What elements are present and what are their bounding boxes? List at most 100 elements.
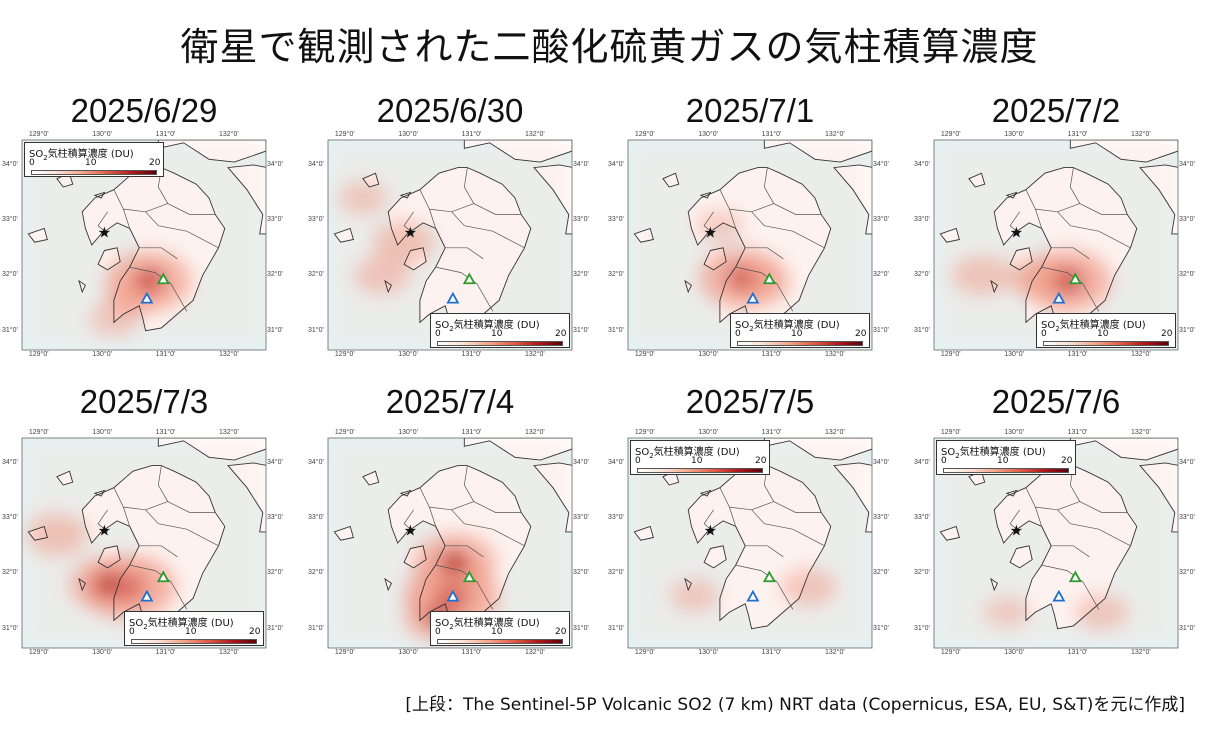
plume-blob: [372, 220, 436, 265]
green-triangle-marker: [762, 570, 776, 583]
legend-color-bar: [437, 639, 563, 644]
lon-tick-label: 130°0': [1004, 351, 1024, 358]
lon-tick-label: 129°0': [634, 429, 655, 436]
lat-tick-label: 32°0': [573, 271, 589, 279]
lat-tick-label: 32°0': [2, 569, 18, 577]
star-marker: ★: [404, 521, 417, 539]
coastline: [990, 279, 998, 294]
prefecture-border: [1035, 203, 1080, 213]
legend-tick: 20: [755, 456, 767, 466]
coastline: [633, 525, 654, 541]
prefecture-border: [1009, 509, 1020, 533]
lon-tick-label: 131°0': [461, 131, 482, 138]
blue-triangle-marker: [746, 589, 760, 602]
lat-tick-label: 32°0': [308, 569, 324, 577]
green-triangle-marker: [462, 570, 476, 583]
lon-tick-label: 129°0': [334, 131, 355, 138]
legend-color-bar: [737, 341, 863, 346]
lon-tick-label: 130°0': [398, 649, 418, 656]
lat-tick-label: 33°0': [2, 216, 18, 224]
coastline: [833, 462, 872, 533]
coastline: [1005, 191, 1018, 199]
coastline: [993, 167, 1138, 332]
prefecture-border: [451, 211, 525, 249]
coastline: [699, 489, 712, 497]
lat-tick-label: 33°0': [267, 216, 283, 224]
lon-tick-label: 132°0': [524, 131, 545, 138]
star-marker: ★: [404, 223, 417, 241]
lat-tick-label: 34°0': [873, 160, 889, 168]
star-marker: ★: [704, 521, 717, 539]
prefecture-border: [1051, 247, 1090, 260]
lon-tick-label: 131°0': [1067, 429, 1088, 436]
legend-tick: 0: [735, 329, 741, 339]
plume-blob: [25, 512, 89, 557]
lat-tick-label: 32°0': [1179, 271, 1195, 279]
panel-date: 2025/7/2: [991, 92, 1121, 129]
so2-map: ★ 129°0' 129°0' 130°0' 130°0' 131°0' 131°0' 132…: [2, 130, 283, 360]
legend-title: SO2気柱積算濃度 (DU): [735, 320, 840, 333]
lon-tick-label: 129°0': [28, 429, 49, 436]
lat-tick-label: 34°0': [2, 160, 18, 168]
legend-tick: 0: [1041, 329, 1047, 339]
coastline: [993, 465, 1138, 630]
lat-tick-label: 32°0': [914, 271, 930, 279]
coastline: [533, 462, 572, 533]
lon-tick-label: 129°0': [28, 131, 49, 138]
coastline: [93, 191, 106, 199]
lon-tick-label: 130°0': [1004, 649, 1024, 656]
coastline: [78, 577, 86, 592]
prefecture-border: [403, 509, 414, 533]
lat-tick-label: 32°0': [1179, 569, 1195, 577]
map-frame: [327, 437, 573, 649]
lon-tick-label: 131°0': [1067, 649, 1088, 656]
plume-blob: [1074, 593, 1129, 631]
coastline: [403, 247, 427, 271]
prefecture-border: [729, 203, 774, 213]
star-marker: ★: [1010, 223, 1023, 241]
plume-blob: [353, 255, 411, 296]
blue-triangle-marker: [1052, 291, 1066, 304]
plume-blob: [951, 254, 1012, 297]
plume-blob: [337, 180, 389, 216]
lat-tick-label: 31°0': [2, 624, 18, 632]
blue-triangle-marker: [1052, 589, 1066, 602]
prefecture-border: [445, 247, 484, 260]
lon-tick-label: 131°0': [761, 131, 782, 138]
map-frame: [627, 139, 873, 351]
source-note: [上段：The Sentinel-5P Volcanic SO2 (7 km) …: [405, 695, 1185, 715]
lon-tick-label: 129°0': [334, 649, 355, 656]
map-frame: [327, 139, 573, 351]
green-triangle-marker: [762, 272, 776, 285]
legend-tick: 20: [555, 627, 567, 637]
coastline: [463, 438, 572, 461]
lon-tick-label: 130°0': [1004, 429, 1024, 436]
blue-triangle-marker: [140, 589, 154, 602]
green-triangle-marker: [1068, 272, 1082, 285]
coastline: [699, 191, 712, 199]
legend-tick: 0: [129, 627, 135, 637]
coastline: [662, 172, 680, 188]
legend-tick: 20: [149, 158, 161, 168]
lat-tick-label: 32°0': [267, 271, 283, 279]
legend-tick: 0: [435, 627, 441, 637]
prefecture-border: [429, 501, 474, 511]
lat-tick-label: 31°0': [267, 624, 283, 632]
lon-tick-label: 130°0': [92, 131, 112, 138]
coastline: [78, 279, 86, 294]
lon-tick-label: 132°0': [824, 351, 845, 358]
prefecture-border: [1069, 465, 1128, 513]
coastline: [1139, 164, 1178, 235]
coastline: [687, 167, 832, 332]
coastline: [763, 438, 872, 461]
prefecture-border: [729, 501, 774, 511]
legend-title: SO2気柱積算濃度 (DU): [635, 447, 740, 460]
panel-date: 2025/7/4: [385, 383, 515, 420]
coastline: [27, 525, 48, 541]
lat-tick-label: 33°0': [573, 514, 589, 522]
lat-tick-label: 32°0': [914, 569, 930, 577]
lon-tick-label: 132°0': [524, 429, 545, 436]
lat-tick-label: 32°0': [873, 569, 889, 577]
lat-tick-label: 34°0': [914, 458, 930, 466]
lon-tick-label: 130°0': [698, 649, 718, 656]
